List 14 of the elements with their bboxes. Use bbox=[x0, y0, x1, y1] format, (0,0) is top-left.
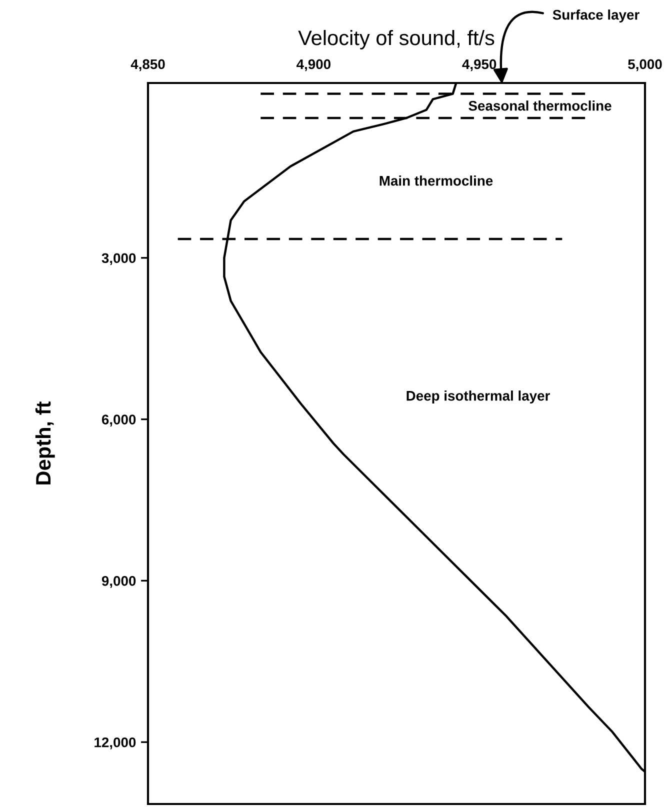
annotation: Deep isothermal layer bbox=[406, 390, 550, 404]
text: Surface layer bbox=[552, 10, 640, 22]
x-tick-label: 4,900 bbox=[296, 59, 330, 72]
x-tick-label: 5,000 bbox=[628, 59, 662, 72]
x-axis-title: Velocity of sound, ft/s bbox=[298, 30, 494, 50]
y-axis-title: Depth, ft bbox=[35, 402, 55, 484]
annotation: Seasonal thermocline bbox=[468, 100, 612, 111]
y-tick-label: 3,000 bbox=[102, 253, 136, 266]
y-tick-label: 9,000 bbox=[102, 576, 136, 588]
x-tick-label: 4,950 bbox=[462, 59, 496, 72]
y-tick-label: 12,000 bbox=[94, 737, 136, 750]
y-tick-label: 6,000 bbox=[102, 414, 136, 426]
annotation: Main thermocline bbox=[380, 176, 493, 186]
x-tick-label: 4,850 bbox=[130, 59, 165, 72]
